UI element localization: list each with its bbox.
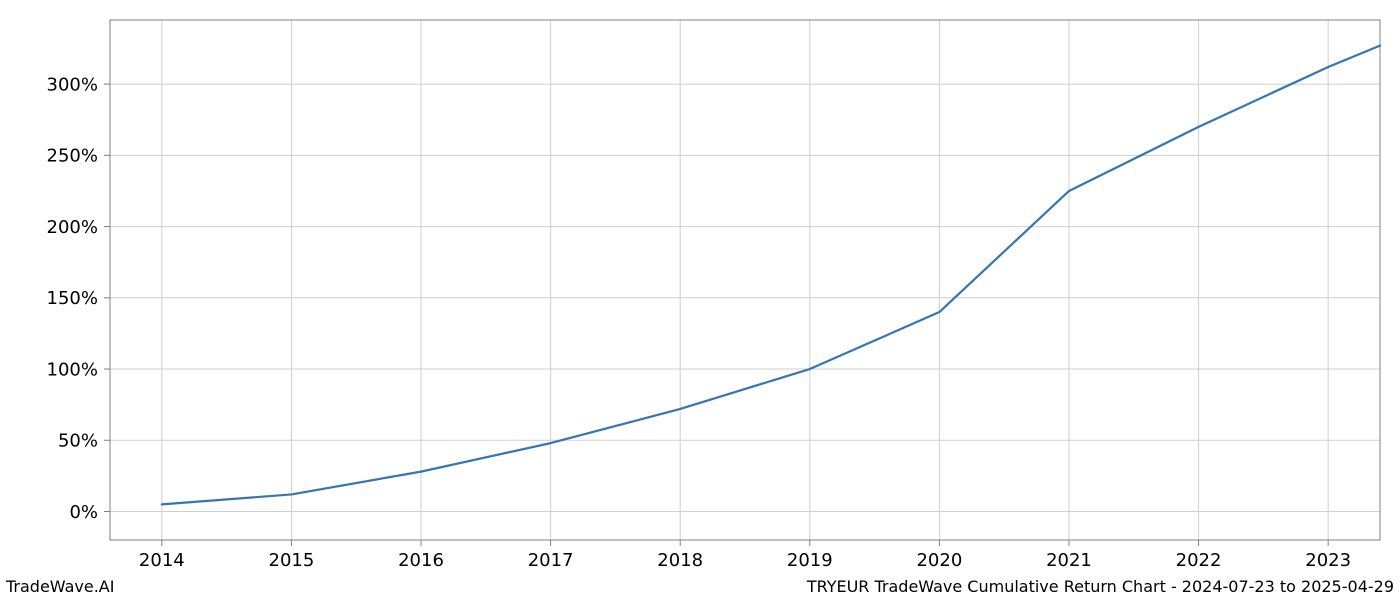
svg-text:300%: 300% [47,74,98,95]
svg-text:50%: 50% [58,431,98,452]
svg-text:2015: 2015 [269,550,315,571]
line-chart: 2014 2015 2016 2017 2018 2019 2020 2021 2022 2023… [0,0,1400,600]
svg-text:250%: 250% [47,146,98,167]
svg-text:2023: 2023 [1305,550,1351,571]
svg-text:2021: 2021 [1046,550,1092,571]
svg-text:100%: 100% [47,359,98,380]
svg-text:2018: 2018 [657,550,703,571]
chart-container: 2014 2015 2016 2017 2018 2019 2020 2021 2022 2023… [0,0,1400,600]
svg-text:2017: 2017 [528,550,574,571]
svg-text:2019: 2019 [787,550,833,571]
svg-text:150%: 150% [47,288,98,309]
svg-text:2016: 2016 [398,550,444,571]
svg-text:2014: 2014 [139,550,185,571]
svg-text:0%: 0% [69,502,98,523]
footer-left-brand: TradeWave.AI [6,577,114,596]
footer-right-caption: TRYEUR TradeWave Cumulative Return Chart… [807,577,1394,596]
svg-text:2022: 2022 [1176,550,1222,571]
svg-text:2020: 2020 [916,550,962,571]
svg-text:200%: 200% [47,217,98,238]
